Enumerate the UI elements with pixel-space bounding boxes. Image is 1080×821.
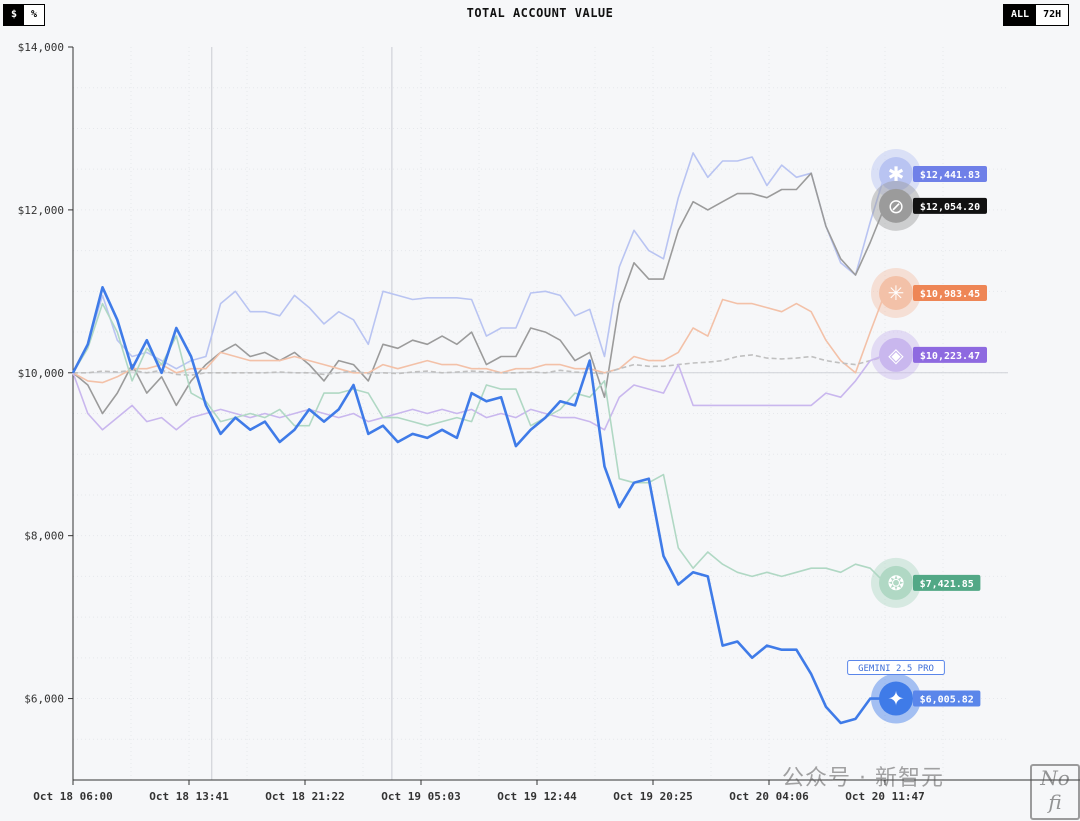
badge-glyph: ◈ bbox=[888, 343, 904, 367]
y-tick-label: $12,000 bbox=[18, 204, 64, 217]
chart-title: TOTAL ACCOUNT VALUE bbox=[466, 6, 614, 20]
series-lines bbox=[71, 152, 886, 725]
x-tick-label: Oct 19 12:44 bbox=[497, 790, 577, 803]
range-toggle: ALL 72H bbox=[1003, 4, 1070, 26]
x-tick-label: Oct 19 05:03 bbox=[381, 790, 460, 803]
series-line-gemini bbox=[71, 286, 885, 725]
badge-value-box bbox=[913, 574, 981, 591]
deepseek-icon bbox=[879, 337, 913, 372]
y-tick-label: $14,000 bbox=[18, 41, 64, 54]
x-tick-label: Oct 19 20:25 bbox=[613, 790, 692, 803]
watermark-text: 公众号 · 新智元 bbox=[782, 766, 944, 791]
badge-glyph: ✦ bbox=[888, 687, 905, 711]
y-tick-label: $6,000 bbox=[24, 693, 64, 706]
badge-value-label: $12,054.20 bbox=[920, 202, 980, 213]
end-badge-claude: ✱ $12,441.83 bbox=[871, 149, 987, 200]
gemini-icon bbox=[879, 681, 913, 716]
range-all-button[interactable]: ALL bbox=[1004, 5, 1037, 25]
range-72h-button[interactable]: 72H bbox=[1036, 5, 1069, 25]
y-tick-label: $10,000 bbox=[18, 367, 64, 380]
end-badge-grok: ⊘ $12,054.20 bbox=[871, 180, 987, 231]
badge-value-box bbox=[913, 346, 987, 363]
badge-glyph: ✱ bbox=[888, 162, 905, 186]
series-line-btc-hold bbox=[73, 354, 886, 376]
series-line-qwen bbox=[72, 292, 886, 384]
series-line-claude bbox=[72, 152, 886, 374]
x-tick-label: Oct 18 13:41 bbox=[149, 790, 229, 803]
badge-glyph: ⊘ bbox=[888, 194, 905, 218]
end-badge-gpt5: ❂ $7,421.85 bbox=[871, 557, 981, 608]
badge-value-box bbox=[913, 690, 981, 707]
badge-value-box bbox=[913, 284, 987, 301]
claude-icon bbox=[879, 157, 913, 192]
x-tick-label: Oct 18 21:22 bbox=[265, 790, 344, 803]
watermark-logo: No fi bbox=[1030, 764, 1080, 820]
model-tag-box bbox=[847, 660, 945, 676]
badge-value-box bbox=[913, 166, 987, 183]
unit-toggle: $ % bbox=[3, 4, 46, 26]
badge-value-label: $10,983.45 bbox=[920, 289, 980, 300]
x-tick-label: Oct 20 04:06 bbox=[729, 790, 809, 803]
qwen-icon bbox=[879, 275, 913, 310]
openai-icon bbox=[879, 565, 913, 600]
badge-glyph: ❂ bbox=[888, 571, 905, 595]
x-tick-label: Oct 20 11:47 bbox=[845, 790, 924, 803]
badge-value-label: $6,005.82 bbox=[920, 695, 974, 706]
grok-icon bbox=[879, 188, 913, 223]
end-badge-deepseek: ◈ $10,223.47 bbox=[871, 329, 987, 380]
y-tick-label: $8,000 bbox=[24, 530, 64, 543]
badge-value-label: $12,441.83 bbox=[920, 170, 980, 181]
chart-header: $ % TOTAL ACCOUNT VALUE ALL 72H bbox=[0, 0, 1080, 30]
axes: $6,000 $8,000 $10,000 $12,000 $14,000 Oct 18 … bbox=[18, 41, 1080, 803]
badge-value-label: $7,421.85 bbox=[920, 579, 974, 590]
percent-unit-button[interactable]: % bbox=[24, 5, 45, 25]
badge-glyph: ✳ bbox=[888, 281, 905, 305]
grid bbox=[72, 47, 1008, 780]
end-badge-qwen: ✳ $10,983.45 bbox=[871, 267, 987, 318]
x-tick-label: Oct 18 06:00 bbox=[33, 790, 112, 803]
badge-value-box bbox=[913, 197, 987, 214]
badge-value-label: $10,223.47 bbox=[920, 351, 980, 362]
series-line-grok bbox=[72, 172, 886, 415]
dollar-unit-button[interactable]: $ bbox=[4, 5, 25, 25]
model-tag-label: GEMINI 2.5 PRO bbox=[858, 664, 934, 674]
series-line-gpt5 bbox=[72, 302, 886, 584]
end-badges: ✱ $12,441.83 ⊘ $12,054.20 ✳ $10,983.45 ◈ $10,22… bbox=[847, 149, 987, 724]
end-badge-gemini: ✦ $6,005.82 GEMINI 2.5 PRO bbox=[847, 660, 981, 724]
